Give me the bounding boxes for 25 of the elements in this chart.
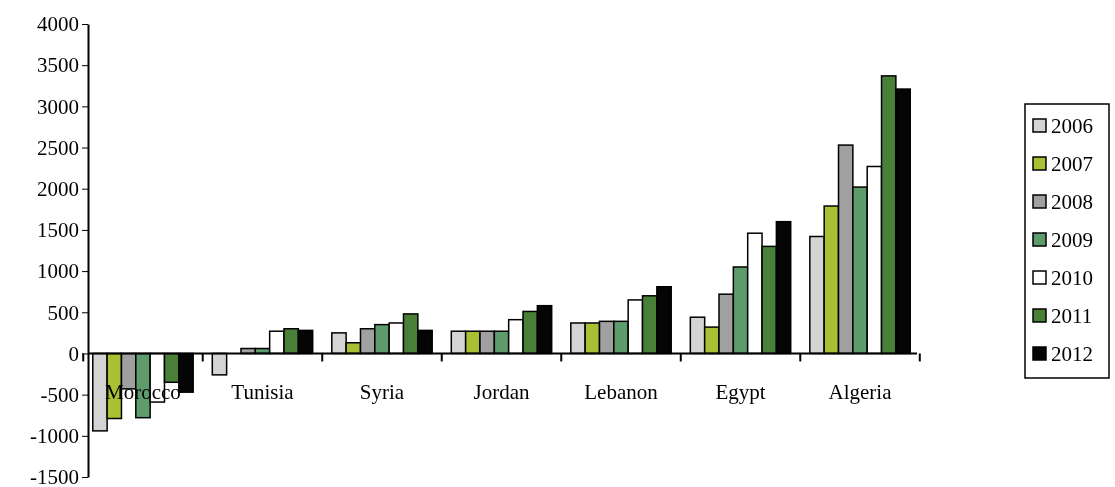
legend-label: 2009	[1051, 228, 1093, 252]
legend-label: 2006	[1051, 114, 1093, 138]
legend-label: 2008	[1051, 190, 1093, 214]
y-tick-label: 2000	[37, 176, 79, 201]
y-tick-label: 1500	[37, 218, 79, 243]
y-tick-label: -1000	[30, 424, 79, 449]
y-tick-label: 3000	[37, 94, 79, 119]
x-tick-label: Syria	[359, 380, 405, 405]
x-tick-label: Egypt	[715, 380, 766, 405]
legend-label: 2011	[1051, 304, 1093, 328]
y-tick-label: -1500	[30, 465, 79, 487]
legend-label: 2007	[1051, 152, 1093, 176]
y-tick-label: 2500	[37, 135, 79, 160]
x-tick-label: Jordan	[473, 380, 530, 405]
x-tick-label: Algeria	[828, 380, 893, 405]
y-tick-label: 0	[68, 341, 79, 366]
y-tick-label: 3500	[37, 53, 79, 78]
legend-label: 2012	[1051, 342, 1093, 366]
y-tick-label: 1000	[37, 259, 79, 284]
y-tick-label: 4000	[37, 12, 79, 37]
y-tick-label: -500	[40, 382, 79, 407]
x-tick-label: Lebanon	[584, 380, 659, 405]
legend-label: 2010	[1051, 266, 1093, 290]
x-tick-label: Tunisia	[231, 380, 295, 405]
y-tick-label: 500	[47, 300, 79, 325]
